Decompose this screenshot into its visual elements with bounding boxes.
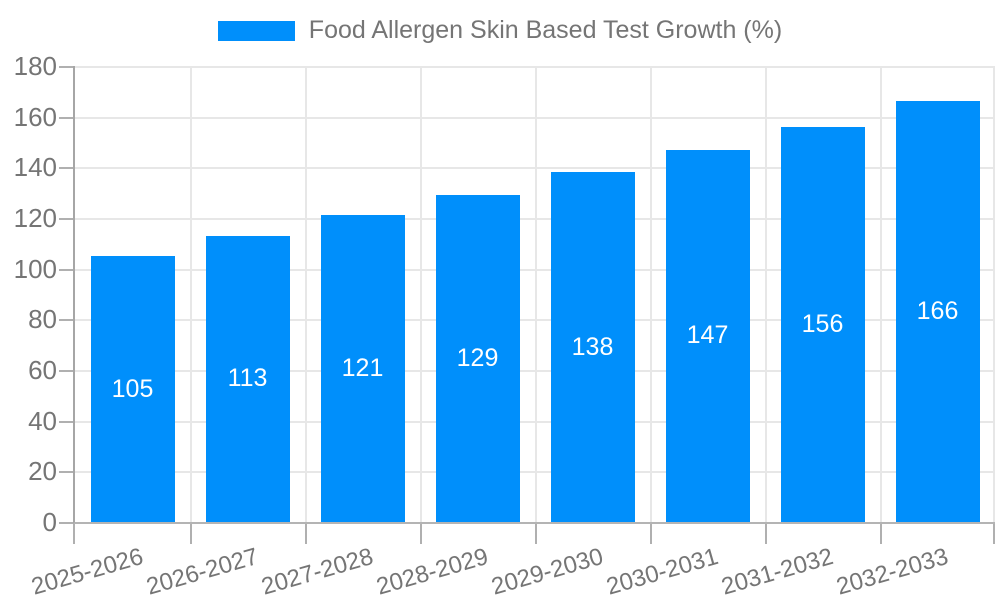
y-axis-label: 180: [13, 51, 57, 81]
x-axis-label: 2030-2031: [603, 543, 721, 600]
x-gridline: [305, 66, 307, 522]
bar[interactable]: 156: [780, 126, 865, 522]
y-axis-tick: [59, 522, 73, 524]
bar[interactable]: 138: [550, 172, 635, 522]
y-axis-label: 160: [13, 101, 57, 132]
x-axis-tick: [535, 524, 537, 544]
bar-value-label: 156: [801, 309, 844, 338]
y-axis-label: 120: [13, 203, 57, 233]
bar-value-label: 105: [111, 374, 154, 403]
x-axis-tick: [650, 524, 652, 544]
bar[interactable]: 113: [205, 235, 290, 522]
y-axis-label: 40: [28, 405, 57, 436]
x-axis-tick: [190, 524, 192, 544]
bar-value-label: 166: [916, 297, 959, 326]
legend-label: Food Allergen Skin Based Test Growth (%): [308, 16, 783, 44]
x-axis-tick: [880, 524, 882, 544]
bar-value-label: 113: [227, 364, 268, 393]
y-axis-tick: [59, 66, 73, 68]
x-axis-tick: [73, 524, 75, 544]
bar[interactable]: 105: [90, 256, 175, 522]
y-axis-tick: [59, 370, 73, 372]
bar-value-label: 138: [571, 332, 614, 361]
x-gridline: [535, 66, 537, 522]
bar-value-label: 129: [456, 344, 499, 373]
x-gridline: [420, 66, 422, 522]
y-axis-tick: [59, 268, 73, 271]
x-gridline: [880, 66, 882, 522]
y-axis-label: 140: [13, 152, 57, 183]
x-gridline: [765, 66, 767, 522]
y-axis-label: 60: [28, 355, 57, 385]
y-axis-label: 80: [28, 304, 57, 335]
y-axis-tick: [59, 218, 73, 220]
x-axis-label-anchor: 2025-2026: [0, 543, 146, 600]
x-axis-tick: [993, 524, 995, 544]
y-axis-tick: [59, 319, 73, 322]
y-axis-tick: [59, 116, 73, 119]
x-axis-label: 2031-2032: [718, 543, 836, 600]
bar[interactable]: 166: [895, 101, 980, 522]
x-axis-tick: [305, 524, 307, 544]
plot-area: 105 113 121 129 138 147 156 166: [59, 66, 995, 544]
y-axis-tick: [59, 471, 73, 474]
legend-swatch: [217, 20, 295, 41]
y-axis-label: 0: [42, 507, 57, 537]
bar-value-label: 121: [341, 354, 384, 383]
x-gridline: [650, 66, 652, 522]
x-axis-tick: [765, 524, 767, 544]
x-axis-label: 2026-2027: [143, 543, 261, 600]
bar[interactable]: 121: [320, 215, 405, 522]
bar-value-label: 147: [686, 321, 729, 350]
x-axis-label: 2032-2033: [833, 543, 951, 600]
x-axis-label: 2029-2030: [488, 543, 606, 600]
x-gridline: [993, 66, 995, 522]
x-gridline: [190, 66, 192, 522]
bar[interactable]: 147: [665, 149, 750, 522]
y-axis-label: 100: [13, 253, 57, 284]
x-axis-label: 2027-2028: [258, 543, 376, 600]
x-axis-label: 2028-2029: [373, 543, 491, 600]
x-axis-tick: [420, 524, 422, 544]
x-axis-label: 2025-2026: [28, 543, 146, 600]
legend[interactable]: Food Allergen Skin Based Test Growth (%): [0, 16, 1000, 45]
y-axis-tick: [59, 167, 73, 170]
y-axis-tick: [59, 420, 73, 423]
bar[interactable]: 129: [435, 195, 520, 522]
y-axis-label: 20: [28, 456, 57, 487]
